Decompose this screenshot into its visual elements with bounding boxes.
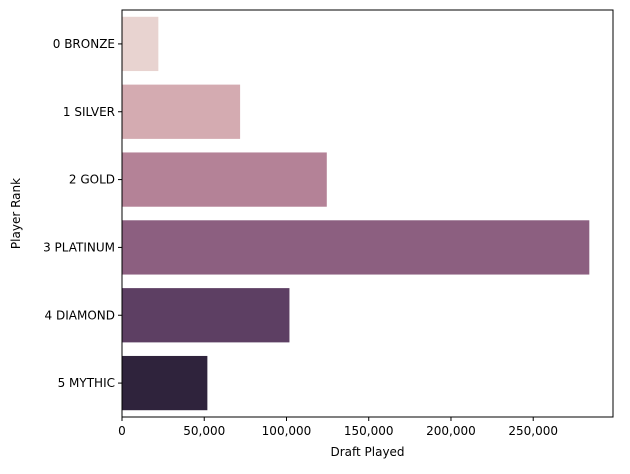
bar (122, 288, 290, 343)
x-tick-label: 50,000 (183, 424, 225, 438)
y-tick-label: 2 GOLD (69, 173, 115, 187)
y-axis-label: Player Rank (9, 178, 23, 249)
bar (122, 84, 241, 139)
y-tick-label: 4 DIAMOND (45, 308, 115, 322)
plot-frame (121, 9, 614, 418)
x-axis-label: Draft Played (330, 445, 404, 459)
bar (122, 152, 327, 207)
y-tick-label: 0 BRONZE (53, 37, 115, 51)
bar (122, 355, 208, 411)
x-tick-label: 0 (118, 424, 126, 438)
x-tick-label: 100,000 (262, 424, 312, 438)
bar (122, 220, 590, 275)
y-tick-label: 3 PLATINUM (43, 240, 115, 254)
bar (122, 16, 159, 72)
x-tick-label: 200,000 (426, 424, 476, 438)
y-tick-label: 5 MYTHIC (58, 376, 115, 390)
x-tick-label: 250,000 (508, 424, 558, 438)
y-tick-label: 1 SILVER (63, 105, 115, 119)
x-tick-label: 150,000 (344, 424, 394, 438)
